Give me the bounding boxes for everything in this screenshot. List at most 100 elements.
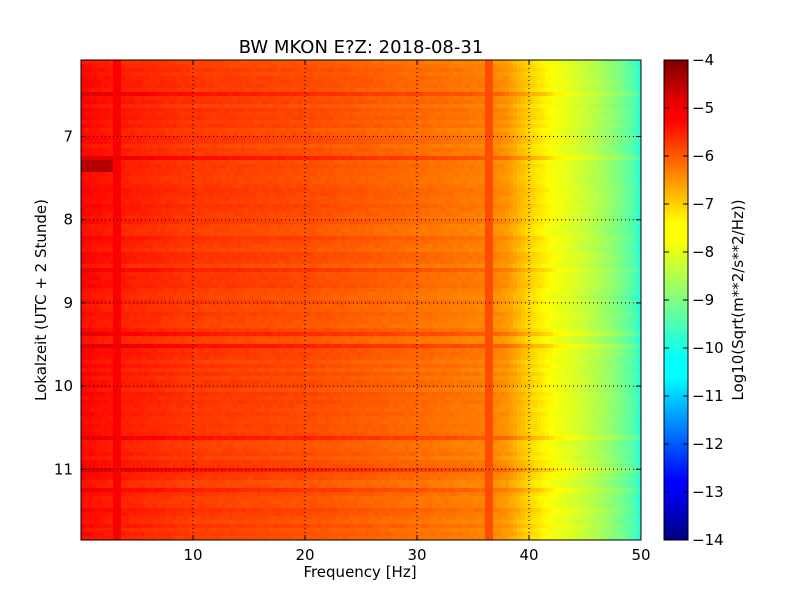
spectrogram-cell — [565, 176, 570, 181]
spectrogram-cell — [269, 64, 274, 69]
spectrogram-cell — [209, 184, 214, 189]
spectrogram-cell — [629, 156, 634, 161]
spectrogram-cell — [229, 60, 234, 65]
spectrogram-cell — [105, 188, 110, 193]
spectrogram-cell — [373, 92, 378, 97]
spectrogram-cell — [289, 80, 294, 85]
spectrogram-cell — [421, 92, 426, 97]
spectrogram-cell — [205, 176, 210, 181]
spectrogram-cell — [97, 188, 102, 193]
spectrogram-cell — [325, 120, 330, 125]
spectrogram-cell — [381, 100, 386, 105]
spectrogram-cell — [213, 184, 218, 189]
spectrogram-cell — [261, 132, 266, 137]
spectrogram-cell — [97, 156, 102, 161]
spectrogram-cell — [341, 64, 346, 69]
spectrogram-cell — [113, 176, 118, 181]
spectrogram-cell — [165, 140, 170, 145]
spectrogram-cell — [589, 148, 594, 153]
spectrogram-cell — [297, 196, 302, 201]
spectrogram-cell — [237, 100, 242, 105]
spectrogram-cell — [205, 96, 210, 101]
spectrogram-cell — [181, 112, 186, 117]
spectrogram-cell — [561, 192, 566, 197]
spectrogram-cell — [529, 76, 534, 81]
spectrogram-cell — [469, 108, 474, 113]
spectrogram-cell — [401, 148, 406, 153]
spectrogram-cell — [93, 172, 98, 177]
spectrogram-cell — [109, 64, 114, 69]
spectrogram-cell — [233, 108, 238, 113]
spectrogram-cell — [441, 104, 446, 109]
spectrogram-cell — [449, 88, 454, 93]
spectrogram-cell — [81, 176, 86, 181]
spectrogram-cell — [393, 160, 398, 165]
spectrogram-cell — [165, 68, 170, 73]
spectrogram-cell — [321, 120, 326, 125]
spectrogram-cell — [329, 104, 334, 109]
spectrogram-cell — [565, 192, 570, 197]
spectrogram-cell — [197, 196, 202, 201]
spectrogram-cell — [617, 152, 622, 157]
spectrogram-cell — [325, 104, 330, 109]
spectrogram-cell — [101, 112, 106, 117]
spectrogram-cell — [173, 192, 178, 197]
spectrogram-cell — [85, 164, 90, 169]
spectrogram-cell — [293, 112, 298, 117]
spectrogram-cell — [205, 160, 210, 165]
spectrogram-cell — [321, 88, 326, 93]
spectrogram-cell — [137, 200, 142, 205]
spectrogram-cell — [149, 148, 154, 153]
spectrogram-cell — [621, 140, 626, 145]
spectrogram-cell — [321, 140, 326, 145]
spectrogram-cell — [537, 160, 542, 165]
spectrogram-cell — [489, 152, 494, 157]
spectrogram-cell — [133, 192, 138, 197]
spectrogram-cell — [157, 104, 162, 109]
spectrogram-cell — [557, 60, 562, 65]
spectrogram-cell — [129, 68, 134, 73]
spectrogram-cell — [261, 64, 266, 69]
spectrogram-cell — [301, 136, 306, 141]
spectrogram-cell — [497, 176, 502, 181]
spectrogram-cell — [497, 100, 502, 105]
spectrogram-cell — [585, 108, 590, 113]
spectrogram-cell — [341, 96, 346, 101]
spectrogram-cell — [369, 188, 374, 193]
spectrogram-cell — [365, 172, 370, 177]
spectrogram-cell — [485, 120, 490, 125]
spectrogram-cell — [269, 80, 274, 85]
spectrogram-cell — [153, 192, 158, 197]
spectrogram-cell — [129, 176, 134, 181]
spectrogram-cell — [353, 176, 358, 181]
spectrogram-cell — [173, 92, 178, 97]
spectrogram-cell — [429, 148, 434, 153]
spectrogram-cell — [605, 84, 610, 89]
spectrogram-cell — [589, 80, 594, 85]
spectrogram-cell — [365, 68, 370, 73]
spectrogram-cell — [161, 88, 166, 93]
spectrogram-cell — [409, 104, 414, 109]
spectrogram-cell — [293, 160, 298, 165]
spectrogram-cell — [333, 152, 338, 157]
spectrogram-cell — [569, 64, 574, 69]
spectrogram-cell — [445, 160, 450, 165]
spectrogram-cell — [309, 188, 314, 193]
spectrogram-cell — [237, 88, 242, 93]
spectrogram-cell — [385, 84, 390, 89]
spectrogram-cell — [449, 100, 454, 105]
spectrogram-cell — [297, 144, 302, 149]
spectrogram-cell — [389, 72, 394, 77]
spectrogram-cell — [441, 68, 446, 73]
spectrogram-cell — [181, 148, 186, 153]
spectrogram-cell — [469, 92, 474, 97]
spectrogram-cell — [513, 92, 518, 97]
spectrogram-cell — [137, 152, 142, 157]
spectrogram-cell — [89, 192, 94, 197]
spectrogram-cell — [445, 72, 450, 77]
spectrogram-cell — [277, 92, 282, 97]
spectrogram-cell — [149, 64, 154, 69]
spectrogram-cell — [401, 140, 406, 145]
spectrogram-cell — [549, 152, 554, 157]
spectrogram-cell — [493, 80, 498, 85]
